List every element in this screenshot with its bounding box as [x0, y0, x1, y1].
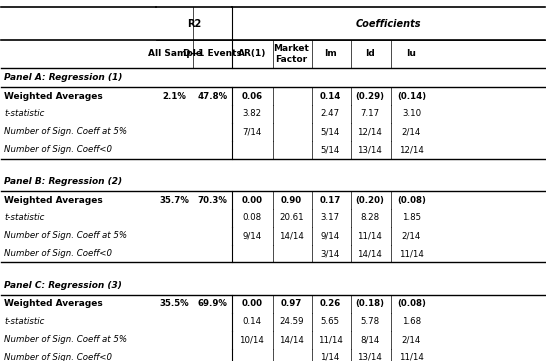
Text: 5/14: 5/14 [321, 145, 340, 154]
Text: Number of Sign. Coeff<0: Number of Sign. Coeff<0 [4, 249, 112, 258]
Text: 35.7%: 35.7% [160, 196, 189, 204]
Text: Number of Sign. Coeff<0: Number of Sign. Coeff<0 [4, 353, 112, 361]
Text: Weighted Averages: Weighted Averages [4, 92, 103, 101]
Text: 1.68: 1.68 [402, 317, 421, 326]
Text: Market
Factor: Market Factor [274, 44, 310, 64]
Text: 69.9%: 69.9% [197, 299, 227, 308]
Text: 14/14: 14/14 [357, 249, 382, 258]
Text: 13/14: 13/14 [357, 353, 382, 361]
Text: 2/14: 2/14 [402, 127, 421, 136]
Text: (0.20): (0.20) [355, 196, 384, 204]
Text: 0.26: 0.26 [319, 299, 341, 308]
Text: R2: R2 [187, 19, 201, 29]
Text: 0.08: 0.08 [242, 213, 262, 222]
Text: t-statistic: t-statistic [4, 109, 44, 118]
Text: 0.14: 0.14 [242, 317, 262, 326]
Text: 70.3%: 70.3% [197, 196, 227, 204]
Text: 0.00: 0.00 [241, 196, 262, 204]
Text: 11/14: 11/14 [357, 231, 382, 240]
Text: Id: Id [365, 49, 375, 58]
Text: 2.47: 2.47 [321, 109, 340, 118]
Text: 14/14: 14/14 [279, 231, 304, 240]
Text: Panel C: Regression (3): Panel C: Regression (3) [4, 281, 122, 290]
Text: Coefficients: Coefficients [355, 19, 421, 29]
Text: 9/14: 9/14 [242, 231, 262, 240]
Text: 14/14: 14/14 [279, 335, 304, 344]
Text: Im: Im [324, 49, 336, 58]
Text: 12/14: 12/14 [357, 127, 382, 136]
Text: t-statistic: t-statistic [4, 213, 44, 222]
Text: 2/14: 2/14 [402, 231, 421, 240]
Text: 0.06: 0.06 [241, 92, 263, 101]
Text: 0.00: 0.00 [241, 299, 262, 308]
Text: 5/14: 5/14 [321, 127, 340, 136]
Text: Panel B: Regression (2): Panel B: Regression (2) [4, 177, 122, 186]
Text: All Sample: All Sample [147, 49, 201, 58]
Text: 11/14: 11/14 [399, 249, 424, 258]
Text: AR(1): AR(1) [238, 49, 266, 58]
Text: 9/14: 9/14 [321, 231, 340, 240]
Text: (0.29): (0.29) [355, 92, 384, 101]
Text: t-statistic: t-statistic [4, 317, 44, 326]
Text: 35.5%: 35.5% [160, 299, 189, 308]
Text: 2.1%: 2.1% [163, 92, 187, 101]
Text: 0.14: 0.14 [319, 92, 341, 101]
Text: (0.18): (0.18) [355, 299, 384, 308]
Text: 3.17: 3.17 [321, 213, 340, 222]
Text: 47.8%: 47.8% [197, 92, 227, 101]
Text: (0.08): (0.08) [397, 196, 426, 204]
Text: 8/14: 8/14 [360, 335, 379, 344]
Text: 13/14: 13/14 [357, 145, 382, 154]
Text: Weighted Averages: Weighted Averages [4, 299, 103, 308]
Text: (0.08): (0.08) [397, 299, 426, 308]
Text: Weighted Averages: Weighted Averages [4, 196, 103, 204]
Text: 0.97: 0.97 [281, 299, 302, 308]
Text: Number of Sign. Coeff at 5%: Number of Sign. Coeff at 5% [4, 127, 127, 136]
Text: 0.90: 0.90 [281, 196, 302, 204]
Text: 24.59: 24.59 [279, 317, 304, 326]
Text: 7.17: 7.17 [360, 109, 379, 118]
Text: 5.65: 5.65 [321, 317, 340, 326]
Text: 20.61: 20.61 [279, 213, 304, 222]
Text: 10/14: 10/14 [239, 335, 264, 344]
Text: 3.82: 3.82 [242, 109, 262, 118]
Text: D+1 Events: D+1 Events [183, 49, 241, 58]
Text: 0.17: 0.17 [319, 196, 341, 204]
Text: Number of Sign. Coeff at 5%: Number of Sign. Coeff at 5% [4, 335, 127, 344]
Text: 5.78: 5.78 [360, 317, 379, 326]
Text: Number of Sign. Coeff at 5%: Number of Sign. Coeff at 5% [4, 231, 127, 240]
Text: Iu: Iu [407, 49, 417, 58]
Text: 3/14: 3/14 [321, 249, 340, 258]
Text: (0.14): (0.14) [397, 92, 426, 101]
Text: 12/14: 12/14 [399, 145, 424, 154]
Text: Panel A: Regression (1): Panel A: Regression (1) [4, 73, 122, 82]
Text: 1.85: 1.85 [402, 213, 421, 222]
Text: Number of Sign. Coeff<0: Number of Sign. Coeff<0 [4, 145, 112, 154]
Text: 3.10: 3.10 [402, 109, 421, 118]
Text: 7/14: 7/14 [242, 127, 262, 136]
Text: 8.28: 8.28 [360, 213, 379, 222]
Text: 11/14: 11/14 [318, 335, 342, 344]
Text: 2/14: 2/14 [402, 335, 421, 344]
Text: 11/14: 11/14 [399, 353, 424, 361]
Text: 1/14: 1/14 [321, 353, 340, 361]
